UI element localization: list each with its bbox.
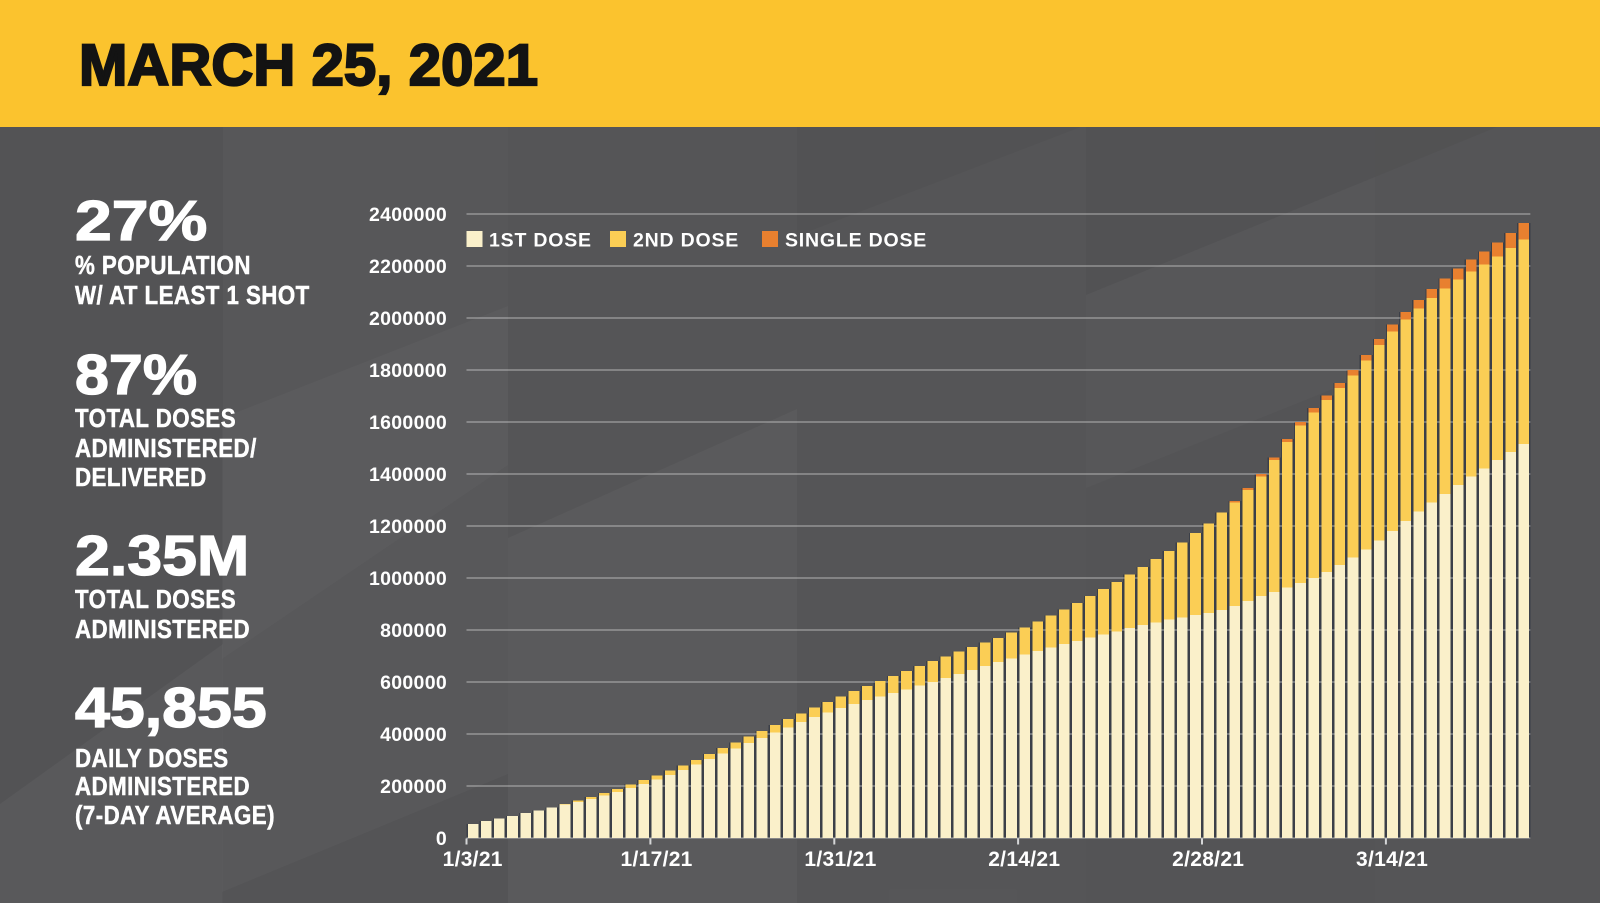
- svg-text:2000000: 2000000: [369, 308, 447, 330]
- svg-text:1800000: 1800000: [369, 360, 447, 382]
- svg-text:600000: 600000: [380, 672, 447, 694]
- svg-text:1000000: 1000000: [369, 568, 447, 590]
- svg-text:1600000: 1600000: [369, 412, 447, 434]
- svg-text:2ND DOSE: 2ND DOSE: [633, 230, 739, 252]
- svg-text:1/17/21: 1/17/21: [621, 848, 693, 871]
- svg-text:2/28/21: 2/28/21: [1172, 848, 1244, 871]
- svg-text:0: 0: [436, 828, 447, 850]
- svg-text:2400000: 2400000: [369, 204, 447, 226]
- svg-text:200000: 200000: [380, 776, 447, 798]
- svg-text:400000: 400000: [380, 724, 447, 746]
- svg-text:1/31/21: 1/31/21: [804, 848, 876, 871]
- svg-text:3/14/21: 3/14/21: [1356, 848, 1428, 871]
- svg-text:2/14/21: 2/14/21: [988, 848, 1060, 871]
- svg-text:2200000: 2200000: [369, 256, 447, 278]
- svg-text:SINGLE DOSE: SINGLE DOSE: [785, 230, 927, 252]
- svg-text:1200000: 1200000: [369, 516, 447, 538]
- svg-text:1/3/21: 1/3/21: [443, 848, 503, 871]
- svg-text:1400000: 1400000: [369, 464, 447, 486]
- svg-text:800000: 800000: [380, 620, 447, 642]
- svg-text:1ST DOSE: 1ST DOSE: [489, 230, 592, 252]
